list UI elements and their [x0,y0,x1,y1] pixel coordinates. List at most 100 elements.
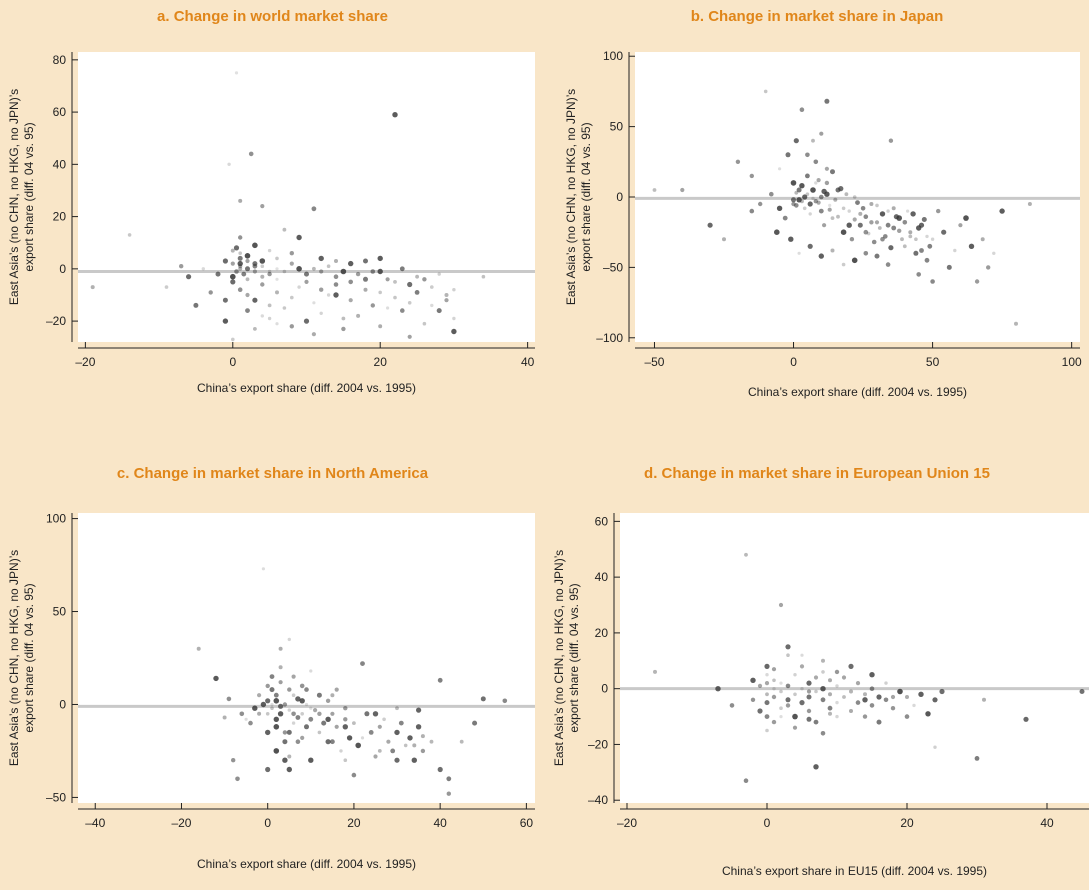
data-point [793,673,797,677]
data-point [237,255,243,261]
data-point [318,255,324,262]
data-point [805,173,810,179]
data-point [880,236,885,242]
data-point [779,681,783,685]
data-point [282,739,288,745]
data-point [769,191,774,197]
data-point [213,675,219,682]
y-tick-label: –20 [588,737,608,751]
data-point [265,766,271,773]
data-point [874,220,880,225]
data-point [295,696,301,702]
data-point [765,728,769,733]
data-point [891,206,896,211]
data-point [304,271,309,277]
data-point [260,274,265,279]
y-axis-label: export share (diff. 04 vs. 95) [22,122,36,271]
data-point [814,689,818,694]
data-point [348,279,354,285]
y-tick-label: 0 [59,262,66,276]
data-point [912,703,916,708]
data-point [378,290,383,295]
data-point [238,198,243,203]
data-point [304,687,309,692]
data-point [750,677,756,683]
data-point [819,131,824,136]
data-point [325,716,331,722]
data-point [233,245,240,251]
data-point [291,674,296,679]
data-point [908,234,913,239]
data-point [385,277,390,282]
y-tick-label: –50 [603,260,623,274]
data-point [260,264,265,269]
chart-title: d. Change in market share in European Un… [644,465,990,482]
data-point [806,708,812,714]
data-point [939,688,945,695]
data-point [841,262,846,267]
data-point [253,327,257,331]
data-point [267,303,272,308]
data-point [226,696,232,702]
data-point [840,229,847,235]
data-point [215,271,221,277]
data-point [411,757,417,763]
data-point [800,687,804,691]
data-point [472,720,478,726]
data-point [360,661,365,666]
data-point [828,203,832,207]
data-point [778,167,782,171]
data-point [273,692,279,698]
data-point [910,211,916,217]
data-point [437,766,443,773]
data-point [326,264,331,269]
data-point [343,706,348,711]
data-point [309,706,313,710]
data-point [300,712,305,716]
data-point [319,269,324,274]
data-point [818,253,824,259]
data-point [196,646,201,651]
data-point [267,316,272,321]
data-point [481,274,486,279]
data-point [835,700,839,705]
data-point [927,243,933,249]
data-point [836,214,840,219]
data-point [807,201,813,207]
data-point [846,222,852,228]
data-point [415,274,419,279]
data-point [90,285,95,290]
data-point [893,214,899,220]
data-point [855,200,860,206]
data-point [437,677,443,683]
data-point [420,734,425,739]
data-point [286,766,292,773]
data-point [818,208,824,214]
data-point [779,715,783,719]
data-point [792,713,798,720]
data-point [875,203,879,208]
data-point [715,686,721,692]
data-point [277,711,284,717]
data-point [735,159,741,164]
data-point [330,693,335,698]
data-point [231,337,235,342]
data-point [282,306,287,310]
data-point [813,199,818,204]
x-tick-label: 20 [374,355,388,369]
data-point [164,285,169,289]
data-point [289,261,294,266]
data-point [278,646,283,651]
data-point [816,200,821,205]
data-point [820,686,826,692]
data-point [312,266,316,271]
data-point [793,138,799,144]
data-point [245,277,250,282]
data-point [248,720,253,726]
data-point [835,714,839,719]
data-point [958,223,963,228]
data-point [259,258,266,264]
data-point [897,688,903,695]
data-point [933,745,937,749]
data-point [774,229,780,235]
